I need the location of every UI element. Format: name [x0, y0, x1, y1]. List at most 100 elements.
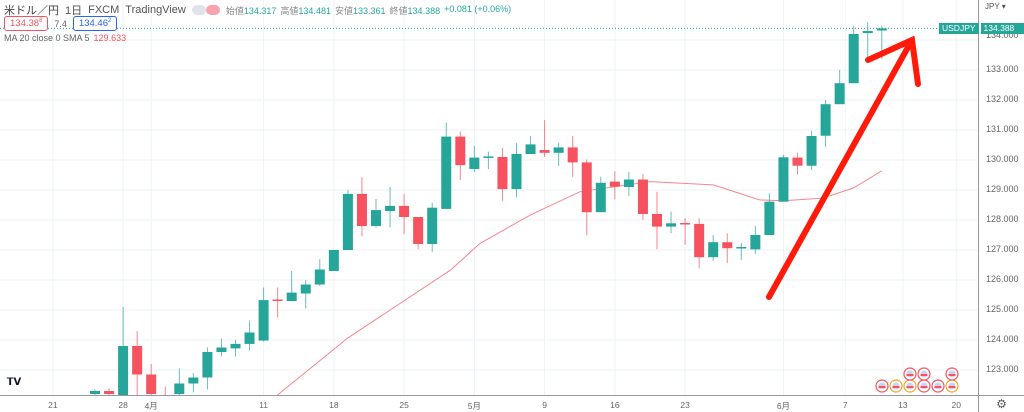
menu-button[interactable] [205, 5, 220, 15]
candle [244, 320, 255, 351]
price-axis[interactable]: JPY ▾ 134.000 133.000 132.000 131.000 130.00… [978, 0, 1024, 412]
candle-body [118, 346, 129, 395]
high-value: 134.481 [298, 5, 331, 16]
candle-body [736, 247, 747, 249]
candle [413, 217, 424, 250]
time-tick: 4月 [144, 401, 158, 411]
candle [595, 176, 606, 213]
indicator-label: MA 20 close 0 SMA 5 [4, 33, 90, 43]
candle [862, 22, 873, 59]
price-tick: 124.000 [986, 334, 1019, 344]
candle-body [441, 136, 452, 209]
candle [427, 202, 438, 252]
interval[interactable]: 1日 [65, 5, 83, 17]
candle [174, 368, 185, 395]
candle-body [483, 156, 494, 158]
candle [356, 177, 367, 237]
candle-body [680, 223, 691, 225]
candle-body [539, 150, 550, 153]
collapse-button[interactable] [191, 5, 206, 15]
candle-body [328, 250, 339, 271]
candle-body [286, 292, 297, 301]
price-chart[interactable] [0, 0, 978, 395]
time-axis[interactable]: 21 28 4月 11 18 25 5月 9 16 23 6月 7 13 20 [0, 395, 978, 412]
candle-body [553, 147, 564, 153]
close-value: 134.388 [407, 5, 441, 16]
candle [525, 136, 536, 154]
time-tick: 20 [951, 400, 961, 410]
candle-body [272, 299, 283, 301]
candle-body [581, 162, 592, 213]
candle-body [188, 377, 199, 384]
ma-line [277, 170, 883, 395]
price-tick: 123.000 [986, 364, 1019, 374]
event-flag-icon [917, 379, 931, 393]
candle-body [258, 300, 269, 341]
candle [455, 131, 466, 181]
candle-body [609, 181, 620, 187]
price-tick: 128.000 [986, 214, 1019, 224]
buy-button[interactable]: 134.462 [72, 16, 118, 32]
candle-body [146, 374, 157, 394]
time-tick: 5月 [467, 401, 481, 411]
event-flag-icon [917, 367, 931, 381]
candle-body [820, 104, 831, 136]
candle-body [750, 235, 761, 250]
candle-body [427, 207, 438, 244]
event-flag-icon [931, 379, 945, 393]
tradingview-logo[interactable]: 𝗧𝗩 [4, 374, 24, 392]
candle [666, 211, 677, 234]
time-tick: 28 [118, 400, 128, 410]
candle [90, 389, 100, 395]
candle [848, 25, 859, 84]
currency-selector[interactable]: JPY ▾ [985, 2, 1006, 11]
time-tick: 9 [542, 400, 547, 410]
candle [258, 287, 269, 342]
price-tick: 127.000 [986, 244, 1019, 254]
candle [722, 233, 733, 264]
economic-events [875, 367, 959, 393]
candle [497, 148, 508, 201]
candle [314, 259, 325, 286]
candle [371, 199, 381, 228]
spread: 7.4 [54, 18, 67, 29]
candle [132, 331, 143, 395]
candle-body [132, 346, 143, 375]
price-tick: 129.000 [986, 184, 1019, 194]
candle-body [834, 83, 845, 105]
time-tick: 21 [48, 400, 58, 410]
time-tick: 25 [399, 400, 409, 410]
candle [609, 171, 620, 200]
candle-body [694, 223, 705, 258]
candle-body [371, 210, 381, 226]
chart-header: 米ドル／円 1日 FXCM TradingView 始値134.317 高値13… [4, 2, 511, 18]
gear-icon[interactable]: ⚙ [978, 395, 1024, 412]
time-tick: 13 [898, 400, 908, 410]
quote-row: 134.3828 7.4 134.462 [4, 16, 118, 32]
candle-body [637, 179, 648, 214]
candle-body [356, 193, 367, 226]
time-tick: 18 [329, 400, 339, 410]
candle [792, 152, 803, 175]
event-flag-icon [945, 367, 959, 381]
time-tick: 6月 [776, 401, 791, 411]
candle-body [525, 144, 536, 154]
candle [820, 100, 831, 147]
candle [567, 136, 578, 177]
candle [146, 364, 157, 395]
time-tick: 11 [259, 400, 269, 410]
grid-lines [0, 0, 978, 395]
indicator-legend[interactable]: MA 20 close 0 SMA 5 129.633 [4, 33, 126, 43]
candle-body [862, 31, 873, 34]
candle [328, 250, 339, 271]
candle-body [385, 205, 396, 211]
candle [694, 218, 705, 269]
candle-body [202, 352, 213, 378]
candle-body [342, 193, 353, 250]
price-tick: 132.000 [986, 94, 1019, 104]
current-price-label: USDJPY 134.388 [939, 23, 1024, 34]
candle [736, 242, 747, 260]
symbol-name[interactable]: 米ドル／円 [4, 5, 59, 17]
candle-body [595, 182, 606, 213]
sell-button[interactable]: 134.3828 [4, 16, 49, 32]
